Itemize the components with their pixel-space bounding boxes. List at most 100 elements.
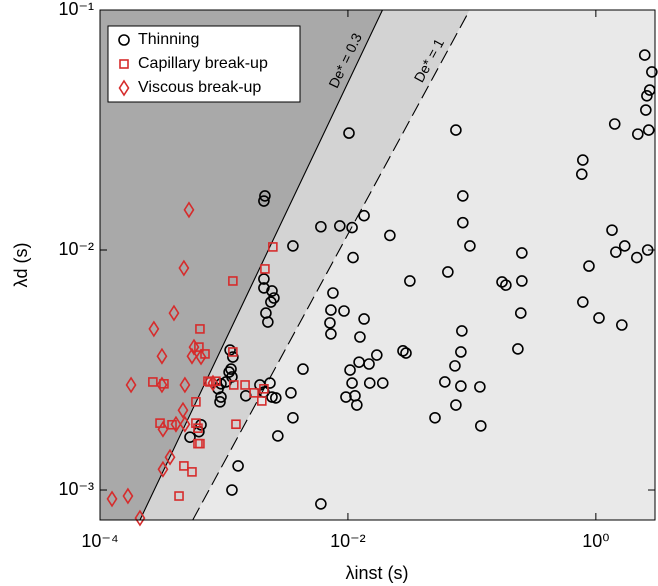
point: [450, 399, 462, 411]
point: [106, 490, 118, 508]
point: [122, 487, 134, 505]
x-axis-label: λinst (s): [346, 563, 409, 583]
legend-label: Viscous break-up: [138, 79, 261, 96]
point: [371, 349, 383, 361]
point: [266, 285, 278, 297]
point: [358, 313, 370, 325]
point: [184, 431, 196, 443]
point: [334, 220, 346, 232]
point: [224, 344, 236, 356]
point: [315, 220, 327, 233]
point: [384, 229, 396, 242]
point: [455, 346, 467, 358]
y-tick-label: 10⁻¹: [58, 0, 94, 19]
point: [640, 104, 652, 116]
point: [188, 338, 200, 356]
point: [474, 381, 486, 393]
point: [287, 411, 299, 424]
point: [125, 376, 137, 394]
legend-marker: [119, 59, 129, 69]
point: [157, 460, 169, 478]
point: [195, 348, 207, 366]
point: [227, 351, 239, 363]
point: [610, 246, 622, 258]
point: [164, 448, 176, 466]
point: [475, 420, 487, 432]
point: [187, 467, 197, 477]
point: [228, 380, 239, 390]
legend-label: Capillary break-up: [138, 55, 268, 72]
point: [257, 396, 267, 406]
legend-label: Thinning: [138, 31, 199, 48]
point: [577, 296, 589, 308]
point: [638, 49, 651, 61]
point: [194, 342, 204, 352]
point: [346, 377, 358, 389]
point: [464, 240, 476, 252]
axes-frame: [99, 9, 656, 521]
point: [457, 190, 469, 202]
point: [457, 216, 469, 229]
point: [516, 275, 528, 287]
point: [259, 190, 271, 202]
point: [340, 391, 352, 403]
point: [618, 240, 631, 252]
point: [168, 304, 180, 322]
point: [228, 347, 238, 357]
point: [174, 491, 184, 501]
point: [215, 391, 227, 403]
point: [179, 415, 191, 433]
point: [259, 384, 269, 394]
plot: 10⁻⁴ 10⁻² 10⁰ 10⁻³ 10⁻² 10⁻¹: [58, 0, 658, 551]
point: [608, 118, 621, 130]
point: [186, 347, 198, 365]
point: [195, 438, 205, 449]
point: [400, 347, 412, 359]
point: [358, 209, 370, 222]
point: [429, 411, 441, 424]
point: [264, 377, 276, 389]
point: [516, 247, 528, 259]
point: [404, 275, 416, 287]
point: [583, 260, 595, 272]
point: [455, 380, 467, 392]
point: [642, 124, 655, 136]
point: [512, 343, 524, 355]
point: [632, 128, 644, 140]
point: [449, 360, 461, 372]
point: [270, 392, 282, 404]
legend-marker: [118, 79, 130, 97]
point: [231, 419, 241, 430]
y-tick-label: 10⁻³: [58, 479, 94, 499]
point: [214, 396, 226, 408]
point: [258, 273, 270, 285]
point: [397, 345, 409, 357]
point: [376, 377, 389, 389]
point: [327, 287, 339, 299]
point: [249, 388, 259, 398]
point: [134, 509, 146, 527]
point: [177, 401, 189, 419]
legend-marker: [118, 34, 130, 46]
region-dark: [100, 10, 383, 520]
y-tick-label: 10⁻²: [58, 239, 94, 259]
point: [260, 264, 270, 274]
point: [450, 124, 462, 136]
point: [325, 328, 337, 340]
x-tick-label: 10⁻⁴: [81, 531, 118, 551]
point: [178, 259, 190, 277]
point: [272, 430, 284, 442]
point: [593, 312, 605, 324]
point: [297, 363, 309, 375]
point: [338, 305, 350, 317]
point: [191, 397, 201, 407]
point: [207, 374, 219, 392]
point: [262, 316, 274, 328]
point: [265, 296, 277, 308]
point: [157, 420, 169, 438]
point: [191, 418, 201, 428]
point: [220, 376, 232, 388]
point: [148, 377, 158, 387]
point: [156, 347, 168, 365]
